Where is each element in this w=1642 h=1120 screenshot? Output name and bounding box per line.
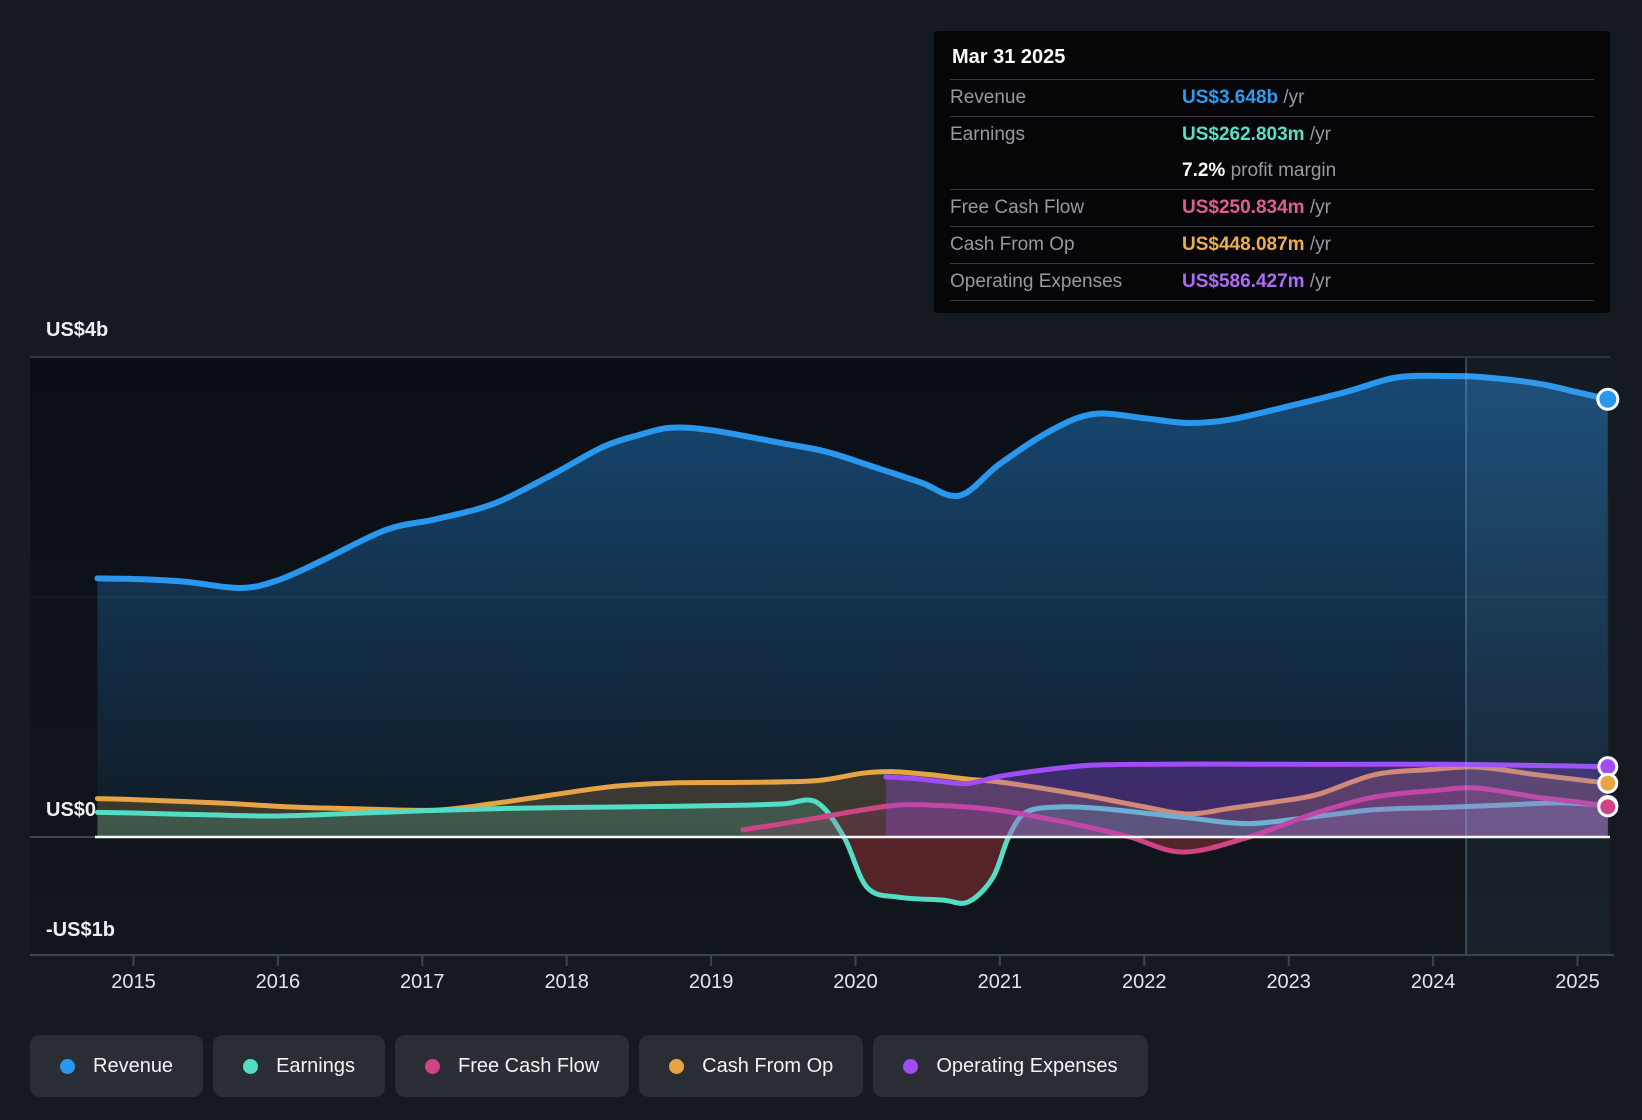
x-axis-label-2020: 2020 (811, 970, 901, 994)
tooltip-row-value: US$448.087m (1182, 234, 1305, 256)
tooltip-row-suffix: /yr (1305, 197, 1331, 219)
y-axis-label-neg1b: -US$1b (46, 920, 115, 940)
tooltip-row-suffix: profit margin (1225, 160, 1336, 182)
legend: Revenue Earnings Free Cash Flow Cash From O… (30, 1035, 1148, 1097)
legend-dot-icon (903, 1059, 918, 1074)
endpoint-marker-revenue[interactable] (1598, 389, 1618, 409)
tooltip-date: Mar 31 2025 (950, 31, 1594, 79)
x-axis-label-2022: 2022 (1099, 970, 1189, 994)
tooltip-row-value: US$262.803m (1182, 124, 1305, 146)
tooltip-row-value: US$3.648b (1182, 87, 1278, 109)
x-axis-label-2025: 2025 (1533, 970, 1623, 994)
legend-dot-icon (669, 1059, 684, 1074)
legend-chip-earnings[interactable]: Earnings (213, 1035, 385, 1097)
endpoint-marker-free-cash-flow[interactable] (1599, 798, 1617, 816)
legend-chip-revenue[interactable]: Revenue (30, 1035, 203, 1097)
legend-label: Operating Expenses (936, 1056, 1117, 1076)
legend-label: Free Cash Flow (458, 1056, 599, 1076)
legend-dot-icon (60, 1059, 75, 1074)
tooltip-row-suffix: /yr (1305, 271, 1331, 293)
tooltip-row-value: US$586.427m (1182, 271, 1305, 293)
tooltip-row-free-cash-flow: Free Cash FlowUS$250.834m /yr (950, 189, 1594, 226)
tooltip-row-label: Earnings (950, 124, 1182, 146)
x-axis-label-2021: 2021 (955, 970, 1045, 994)
y-axis-label-4b: US$4b (46, 320, 108, 340)
tooltip-row-suffix: /yr (1305, 124, 1331, 146)
financials-chart-screen: US$4b US$0 -US$1b 2015 2016 2017 2018 2019 20… (0, 0, 1642, 1120)
x-axis-label-2024: 2024 (1388, 970, 1478, 994)
tooltip-row-operating-expenses: Operating ExpensesUS$586.427m /yr (950, 263, 1594, 301)
highlight-band (1466, 357, 1610, 955)
x-axis-label-2017: 2017 (377, 970, 467, 994)
x-axis-label-2016: 2016 (233, 970, 323, 994)
legend-dot-icon (425, 1059, 440, 1074)
x-axis-label-2018: 2018 (522, 970, 612, 994)
tooltip-row-suffix: /yr (1278, 87, 1304, 109)
tooltip-row-label: Free Cash Flow (950, 197, 1182, 219)
tooltip-row-revenue: RevenueUS$3.648b /yr (950, 79, 1594, 116)
legend-label: Revenue (93, 1056, 173, 1076)
tooltip-row-label: Cash From Op (950, 234, 1182, 256)
tooltip-row-value: US$250.834m (1182, 197, 1305, 219)
tooltip-panel: Mar 31 2025 RevenueUS$3.648b /yrEarnings… (934, 31, 1610, 313)
tooltip-rows: RevenueUS$3.648b /yrEarningsUS$262.803m … (950, 79, 1594, 301)
x-axis-label-2019: 2019 (666, 970, 756, 994)
legend-dot-icon (243, 1059, 258, 1074)
legend-chip-operating-expenses[interactable]: Operating Expenses (873, 1035, 1147, 1097)
x-axis-label-2015: 2015 (89, 970, 179, 994)
tooltip-row-profit-margin: 7.2% profit margin (950, 153, 1594, 189)
y-axis-label-0: US$0 (46, 800, 96, 820)
legend-label: Cash From Op (702, 1056, 833, 1076)
legend-label: Earnings (276, 1056, 355, 1076)
x-axis-label-2023: 2023 (1244, 970, 1334, 994)
tooltip-row-earnings: EarningsUS$262.803m /yr (950, 116, 1594, 153)
legend-chip-cash-from-op[interactable]: Cash From Op (639, 1035, 863, 1097)
tooltip-row-suffix: /yr (1305, 234, 1331, 256)
tooltip-row-label: Operating Expenses (950, 271, 1182, 293)
tooltip-row-label: Revenue (950, 87, 1182, 109)
tooltip-row-cash-from-op: Cash From OpUS$448.087m /yr (950, 226, 1594, 263)
legend-chip-free-cash-flow[interactable]: Free Cash Flow (395, 1035, 629, 1097)
endpoint-marker-cash-from-op[interactable] (1599, 774, 1617, 792)
tooltip-row-value: 7.2% (1182, 160, 1225, 182)
